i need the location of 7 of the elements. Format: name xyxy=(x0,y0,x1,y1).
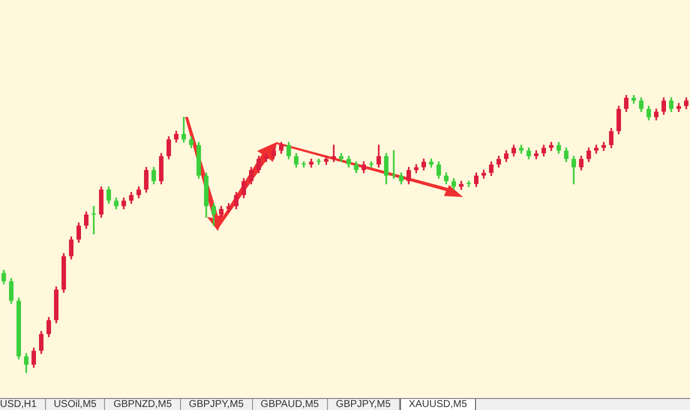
text: XAUUSD,M5 xyxy=(400,399,476,410)
text: USOil,M5 xyxy=(46,399,106,410)
text: GBPJPY,M5 xyxy=(180,399,253,410)
text: GBPJPY,M5 xyxy=(328,399,400,410)
text: USD,H1 xyxy=(0,399,46,410)
text: GBPNZD,M5 xyxy=(105,399,181,410)
text: GBPAUD,M5 xyxy=(252,399,328,410)
